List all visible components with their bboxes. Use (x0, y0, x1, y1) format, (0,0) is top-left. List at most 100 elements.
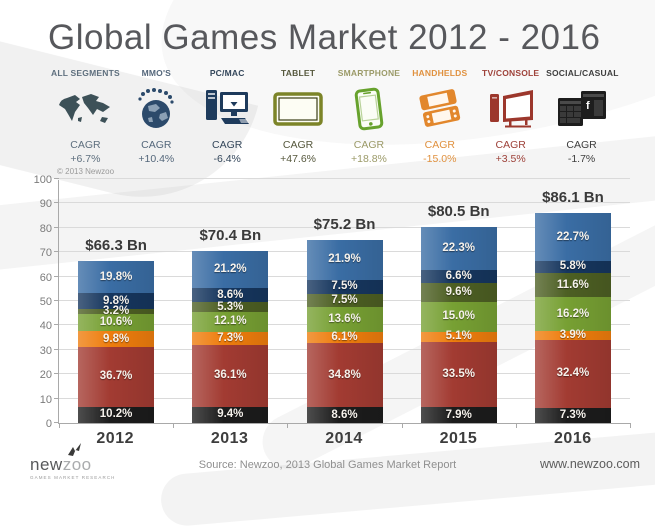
x-tick-mark (401, 423, 403, 428)
segment-label: PC/MAC (209, 68, 245, 78)
bar-segment-handhelds: 5.1% (420, 330, 497, 343)
bar-segment-social-casual: 10.2% (78, 406, 155, 423)
segment-share-label: 7.5% (331, 293, 358, 306)
gridline (59, 178, 630, 179)
logo-wordmark: newzoo (30, 455, 92, 474)
bar-total-label: $70.4 Bn (199, 227, 262, 245)
segment-share-label: 33.5% (442, 368, 475, 381)
bar-segment-handhelds: 7.3% (192, 332, 269, 345)
tv-console-icon (489, 90, 533, 128)
y-tick-mark (54, 202, 59, 204)
smartphone-icon (354, 87, 384, 131)
segment-tv-console: TV/CONSOLE CAGR +3.5% (475, 68, 546, 166)
y-tick-label: 60 (39, 271, 52, 284)
y-tick-mark (54, 397, 59, 399)
handheld-console-icon (419, 89, 460, 127)
bar-segment-pc-mac: 6.6% (420, 270, 497, 284)
stacked-bar-2014: 8.6% 34.8% 6.1% 13.6% 7.5% 7.5% 21.9% (306, 239, 383, 423)
segment-share-label: 6.6% (445, 270, 472, 283)
cagr-word: CAGR (141, 139, 172, 151)
bar-segment-smartphone: 12.1% (192, 311, 269, 333)
gridline (59, 226, 630, 228)
segment-pc-mac: PC/MAC CAGR -6.4% (192, 68, 263, 166)
x-tick-mark (287, 423, 289, 428)
cagr-value: +3.5% (495, 152, 526, 165)
segment-share-label: 21.2% (213, 262, 247, 275)
bar-segment-mmo-s: 21.2% (192, 251, 269, 288)
y-tick-label: 90 (39, 198, 52, 211)
y-tick-mark (54, 348, 59, 350)
x-axis-year-label: 2015 (439, 430, 478, 447)
bar-segment-smartphone: 13.6% (306, 307, 383, 333)
segment-label: HANDHELDS (412, 68, 468, 78)
cagr-word: CAGR (424, 139, 455, 151)
y-tick-mark (54, 373, 59, 375)
bar-segment-mmo-s: 19.8% (78, 261, 155, 294)
segment-share-label: 9.8% (102, 332, 130, 345)
x-tick-mark (515, 423, 517, 428)
world-map-icon (59, 94, 111, 123)
segment-share-label: 5.1% (445, 330, 472, 343)
segment-share-label: 19.8% (99, 270, 133, 283)
segment-label: MMO'S (141, 68, 172, 78)
y-tick-label: 40 (39, 320, 52, 333)
segment-share-label: 8.6% (331, 408, 358, 421)
segment-share-label: 9.6% (445, 286, 472, 299)
bar-segment-smartphone: 15.0% (420, 302, 497, 332)
bar-segment-tablet: 11.6% (534, 273, 611, 298)
segment-share-label: 10.6% (99, 316, 133, 329)
bar-segment-mmo-s: 22.3% (420, 226, 497, 271)
bar-segment-smartphone: 10.6% (78, 314, 155, 332)
bar-segment-mmo-s: 21.9% (306, 239, 383, 280)
y-tick-label: 50 (39, 296, 52, 308)
segment-mmos: MMO'S CAGR +10.4% (121, 68, 192, 166)
bar-group-2012: 10.2% 36.7% 9.8% 10.6% 3.2% 9.8% 19.8% $66.3 Bn (59, 180, 173, 423)
segment-share-label: 7.3% (559, 408, 587, 421)
segment-label: TV/CONSOLE (482, 68, 540, 78)
segment-label: ALL SEGMENTS (51, 68, 120, 78)
stacked-bar-2015: 7.9% 33.5% 5.1% 15.0% 9.6% 6.6% 22.3% (420, 226, 497, 423)
segment-share-label: 34.8% (328, 368, 361, 381)
bar-total-label: $75.2 Bn (313, 215, 376, 233)
cagr-word: CAGR (282, 139, 314, 151)
x-tick-mark (173, 423, 175, 428)
segment-share-label: 3.9% (559, 329, 587, 342)
cagr-value: -1.7% (567, 152, 596, 165)
newzoo-flag-icon (68, 443, 81, 456)
segment-label: SMARTPHONE (337, 68, 401, 78)
segment-share-label: 32.4% (556, 367, 590, 380)
segment-smartphone: SMARTPHONE CAGR +18.8% (334, 68, 405, 166)
y-tick-mark (54, 422, 59, 423)
segment-share-label: 7.5% (331, 280, 358, 293)
cagr-value: -6.4% (213, 152, 241, 165)
y-tick-mark (54, 251, 59, 253)
x-axis-year-label: 2014 (325, 430, 363, 447)
segment-share-label: 12.1% (213, 315, 247, 328)
page-title: Global Games Market 2012 - 2016 (48, 18, 601, 57)
bar-total-label: $80.5 Bn (427, 202, 490, 220)
bar-group-2015: 7.9% 33.5% 5.1% 15.0% 9.6% 6.6% 22.3% $80.5 Bn (402, 180, 516, 423)
bar-segment-pc-mac: 9.8% (78, 293, 155, 310)
cagr-word: CAGR (495, 139, 526, 151)
segment-share-label: 13.6% (328, 313, 361, 326)
segment-share-label: 10.2% (99, 408, 133, 421)
cagr-word: CAGR (353, 139, 385, 151)
segment-share-label: 36.7% (99, 370, 133, 383)
bar-segment-social-casual: 7.9% (420, 407, 497, 423)
segment-share-label: 5.8% (559, 260, 587, 273)
x-axis-year-label: 2016 (554, 430, 592, 447)
social-windows-icon: f (557, 91, 606, 126)
y-tick-mark (54, 275, 59, 277)
y-tick-label: 20 (39, 369, 52, 382)
y-tick-label: 100 (33, 174, 52, 186)
bars-row: 10.2% 36.7% 9.8% 10.6% 3.2% 9.8% 19.8% $66.3 Bn… (59, 180, 630, 423)
segment-share-label: 7.3% (217, 332, 244, 345)
y-tick-label: 10 (39, 393, 52, 406)
segment-share-label: 11.6% (556, 278, 589, 291)
globe-players-icon (138, 88, 174, 128)
bar-segment-social-casual: 9.4% (192, 406, 269, 423)
x-tick-mark (59, 423, 60, 428)
bar-group-2016: 7.3% 32.4% 3.9% 16.2% 11.6% 5.8% 22.7% $86.1 Bn (516, 180, 630, 423)
y-tick-mark (54, 178, 59, 179)
segment-tablet: TABLET CAGR +47.6% (263, 68, 334, 166)
